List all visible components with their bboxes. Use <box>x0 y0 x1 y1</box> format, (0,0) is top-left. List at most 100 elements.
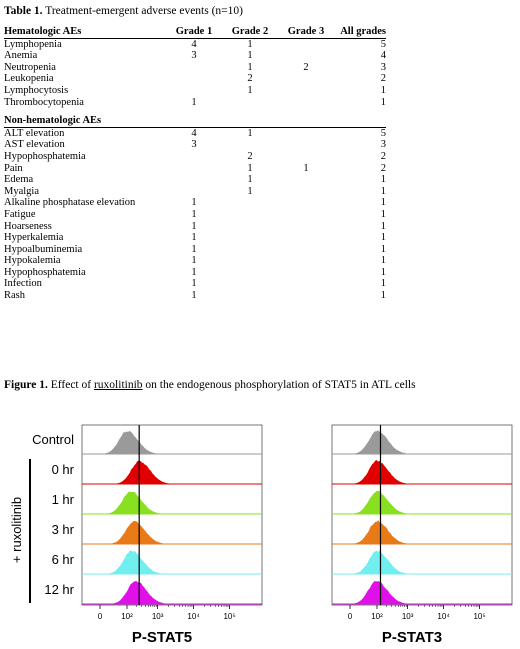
table-caption: Table 1. Treatment-emergent adverse even… <box>4 4 243 18</box>
x-tick-label: 0 <box>348 612 353 621</box>
table-row: Myalgia 1 1 <box>4 186 386 198</box>
histogram-1-hr <box>104 491 168 514</box>
panel-frame <box>81 424 263 606</box>
table-row: Neutropenia 1 2 3 <box>4 62 386 74</box>
adverse-event-name: Rash <box>4 290 25 302</box>
histogram-12-hr <box>109 581 173 604</box>
table-header-cell: Grade 3 <box>278 26 334 39</box>
grade-count: 1 <box>380 255 386 267</box>
timepoint-label: 1 hr <box>52 492 75 507</box>
table-row: Alkaline phosphatase elevation 1 1 <box>4 197 386 209</box>
adverse-events-table-body: Hematologic AEs Grade 1 Grade 2 Grade 3 … <box>4 26 386 302</box>
grade-count: 1 <box>247 61 253 73</box>
x-axis-label: P-STAT5 <box>132 629 192 646</box>
adverse-event-name: Hypokalemia <box>4 255 61 267</box>
x-tick-label: 10⁴ <box>187 612 200 621</box>
table-header-row: Hematologic AEs Grade 1 Grade 2 Grade 3 … <box>4 26 386 39</box>
table-row: Hoarseness 1 1 <box>4 221 386 233</box>
table-row: Hypophosphatemia 1 1 <box>4 267 386 279</box>
histogram-12-hr <box>350 581 414 604</box>
adverse-event-name: Myalgia <box>4 185 39 197</box>
section-header-cell <box>166 115 222 128</box>
grade-count: 1 <box>247 185 253 197</box>
grade-count: 1 <box>191 208 197 220</box>
section-header-cell <box>334 115 386 128</box>
grade-count: 1 <box>247 127 253 139</box>
histogram-6-hr <box>105 550 169 574</box>
adverse-events-table: Hematologic AEs Grade 1 Grade 2 Grade 3 … <box>4 26 386 302</box>
table-row: Rash 1 1 <box>4 290 386 302</box>
grade-count: 4 <box>380 50 386 62</box>
x-tick-label: 10⁵ <box>473 612 485 621</box>
grade-count: 1 <box>380 174 386 186</box>
adverse-event-name: AST elevation <box>4 139 65 151</box>
x-tick-label: 10² <box>121 612 133 621</box>
table-row: Anemia 3 1 4 <box>4 50 386 62</box>
adverse-event-name: Neutropenia <box>4 61 56 73</box>
adverse-event-name: Hyperkalemia <box>4 232 64 244</box>
grade-count: 1 <box>247 162 253 174</box>
adverse-event-name: Edema <box>4 174 34 186</box>
adverse-event-name: Fatigue <box>4 208 36 220</box>
grade-count: 3 <box>380 61 386 73</box>
x-tick-label: 10³ <box>402 612 414 621</box>
grade-count: 1 <box>191 278 197 290</box>
table-header-cell: Grade 2 <box>222 26 278 39</box>
grade-count: 1 <box>380 197 386 209</box>
adverse-event-name: Lymphocytosis <box>4 84 69 96</box>
table-row: Hypophosphatemia 2 2 <box>4 151 386 163</box>
section-header-cell <box>222 115 278 128</box>
grade-count: 2 <box>303 61 309 73</box>
histogram-control <box>351 430 414 454</box>
grade-count: 1 <box>247 174 253 186</box>
table-caption-text: Treatment-emergent adverse events (n=10) <box>42 5 243 17</box>
table-header-cell: Hematologic AEs <box>4 26 166 39</box>
table-row: Pain 1 1 2 <box>4 163 386 175</box>
histogram-1-hr <box>351 490 414 514</box>
grade-count: 1 <box>380 96 386 108</box>
grade-count: 3 <box>191 50 197 62</box>
x-axis-label: P-STAT3 <box>382 629 442 646</box>
section-header-row: Non-hematologic AEs <box>4 115 386 128</box>
adverse-event-name: Hypophosphatemia <box>4 266 86 278</box>
table-row: Hypoalbuminemia 1 1 <box>4 244 386 256</box>
table-row: Edema 1 1 <box>4 174 386 186</box>
panel-frame <box>331 424 513 606</box>
grade-count: 1 <box>380 290 386 302</box>
figure-caption-label: Figure 1. <box>4 379 48 391</box>
grade-count: 1 <box>191 266 197 278</box>
histogram-3-hr <box>351 520 414 544</box>
histogram-0-hr <box>351 460 414 484</box>
grade-count: 1 <box>380 243 386 255</box>
grade-count: 4 <box>191 127 197 139</box>
table-row: Hypokalemia 1 1 <box>4 255 386 267</box>
histogram-control <box>101 430 164 454</box>
grade-count: 1 <box>191 232 197 244</box>
table-header-cell: Grade 1 <box>166 26 222 39</box>
x-tick-label: 10³ <box>152 612 164 621</box>
treatment-label: + ruxolitinib <box>9 497 24 563</box>
timepoint-label: 3 hr <box>52 522 75 537</box>
section-header: Non-hematologic AEs <box>4 115 166 128</box>
grade-count: 1 <box>380 185 386 197</box>
table-row: Hyperkalemia 1 1 <box>4 232 386 244</box>
adverse-event-name: Leukopenia <box>4 73 54 85</box>
grade-count: 1 <box>380 266 386 278</box>
histogram-0-hr <box>113 460 176 484</box>
adverse-event-name: Lymphopenia <box>4 38 62 50</box>
x-tick-label: 0 <box>98 612 103 621</box>
figure-caption-post: on the endogenous phosphorylation of STA… <box>142 379 416 391</box>
table-row: Lymphopenia 4 1 5 <box>4 38 386 50</box>
figure-caption-pre: Effect of <box>47 379 94 391</box>
grade-count: 1 <box>191 96 197 108</box>
grade-count: 1 <box>380 208 386 220</box>
figure-caption-link: ruxolitinib <box>93 379 143 391</box>
grade-count: 1 <box>303 162 309 174</box>
table-row: Lymphocytosis 1 1 <box>4 85 386 97</box>
figure-caption: Figure 1. Effect of ruxolitinib on the e… <box>4 378 416 392</box>
grade-count: 2 <box>247 150 253 162</box>
section-header-cell <box>278 115 334 128</box>
table-row: Leukopenia 2 2 <box>4 73 386 85</box>
x-tick-label: 10² <box>371 612 383 621</box>
